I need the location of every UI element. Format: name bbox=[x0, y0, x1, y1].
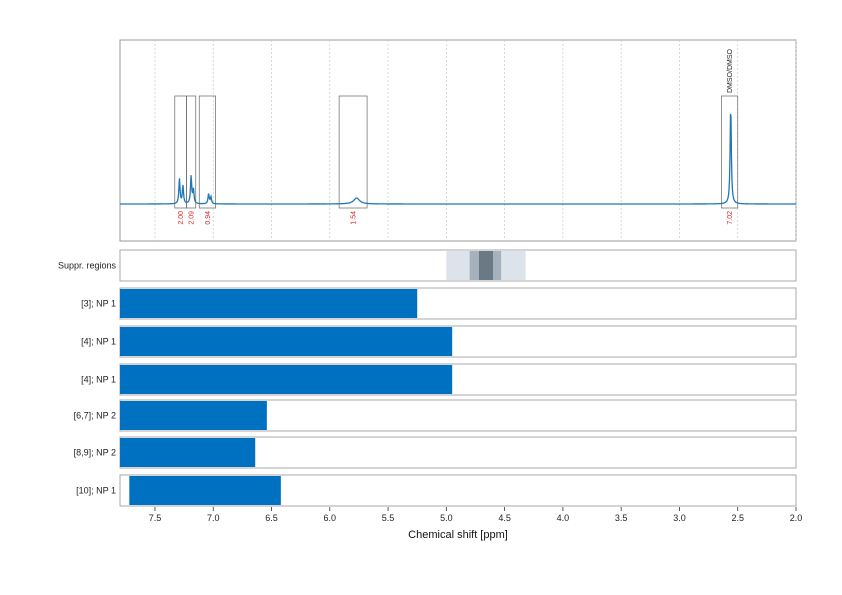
x-tick-label: 3.5 bbox=[615, 513, 628, 523]
integration-region-box bbox=[721, 95, 739, 209]
integration-value: 7.02 bbox=[727, 211, 734, 225]
row-label: [8,9]; NP 2 bbox=[74, 448, 116, 458]
integration-region-box bbox=[338, 95, 368, 209]
x-tick-label: 5.5 bbox=[382, 513, 395, 523]
x-tick-label: 7.5 bbox=[149, 513, 162, 523]
integration-region-box bbox=[198, 95, 216, 209]
x-tick-label: 7.0 bbox=[207, 513, 220, 523]
row-label: [10]; NP 1 bbox=[76, 486, 116, 496]
range-bar bbox=[120, 327, 453, 356]
x-tick-label: 3.0 bbox=[673, 513, 686, 523]
x-tick-label: 6.0 bbox=[324, 513, 337, 523]
integration-value: 2.09 bbox=[189, 211, 196, 225]
x-axis-label: Chemical shift [ppm] bbox=[408, 529, 508, 541]
row-label: [3]; NP 1 bbox=[81, 299, 116, 309]
x-tick-label: 6.5 bbox=[265, 513, 278, 523]
range-bar bbox=[120, 401, 267, 430]
x-tick-label: 5.0 bbox=[440, 513, 453, 523]
row-label: [4]; NP 1 bbox=[81, 337, 116, 347]
x-tick-label: 2.0 bbox=[790, 513, 803, 523]
range-bar bbox=[129, 476, 281, 505]
row-label: [4]; NP 1 bbox=[81, 375, 116, 385]
integration-value: 0.94 bbox=[205, 211, 212, 225]
row-label: Suppr. regions bbox=[58, 261, 117, 271]
integration-value: 2.00 bbox=[178, 211, 185, 225]
range-bar bbox=[120, 438, 256, 467]
spectrum-panel bbox=[119, 39, 797, 242]
suppression-band bbox=[478, 251, 493, 280]
range-bar bbox=[120, 365, 453, 394]
peak-annotation: DMSO/DMSO bbox=[727, 49, 734, 94]
integration-region-box bbox=[186, 95, 197, 209]
x-tick-label: 4.5 bbox=[498, 513, 511, 523]
spectrum-line bbox=[120, 113, 796, 205]
row-label: [6,7]; NP 2 bbox=[74, 411, 116, 421]
x-tick-label: 4.0 bbox=[557, 513, 570, 523]
integration-value: 1.54 bbox=[351, 211, 358, 225]
range-bar bbox=[120, 289, 418, 318]
x-tick-label: 2.5 bbox=[731, 513, 744, 523]
